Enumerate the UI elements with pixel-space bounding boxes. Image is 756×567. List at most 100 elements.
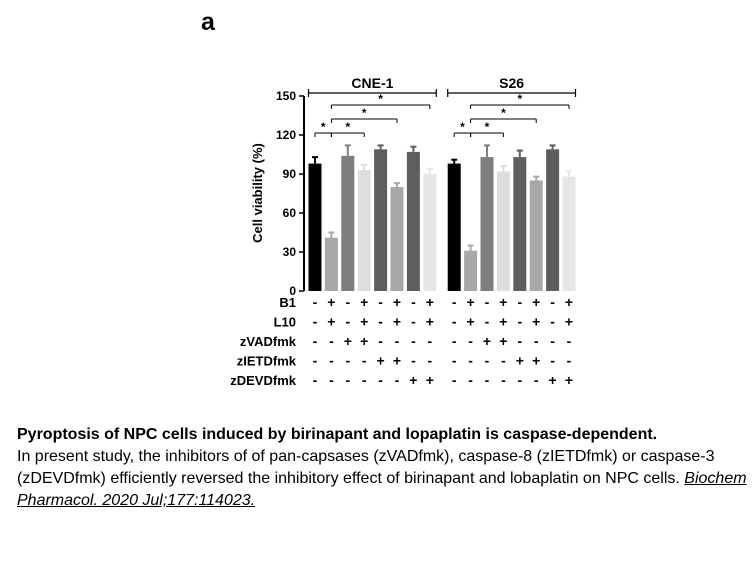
treatment-sign: - bbox=[345, 294, 350, 310]
treatment-sign: - bbox=[362, 372, 367, 388]
treatment-sign: - bbox=[468, 333, 473, 349]
treatment-sign: - bbox=[378, 314, 383, 330]
bar bbox=[390, 187, 404, 291]
treatment-sign: + bbox=[467, 314, 475, 330]
significance-star: * bbox=[501, 106, 506, 120]
significance-star: * bbox=[460, 120, 465, 134]
bar bbox=[374, 149, 388, 291]
treatment-sign: - bbox=[378, 372, 383, 388]
treatment-sign: + bbox=[467, 294, 475, 310]
y-tick-label: 120 bbox=[276, 128, 296, 142]
treatment-sign: + bbox=[360, 333, 368, 349]
bar bbox=[562, 176, 576, 291]
treatment-row-label: zVADfmk bbox=[240, 334, 297, 349]
treatment-sign: - bbox=[534, 333, 539, 349]
treatment-sign: - bbox=[329, 372, 334, 388]
treatment-sign: - bbox=[485, 372, 490, 388]
treatment-sign: - bbox=[378, 294, 383, 310]
treatment-sign: - bbox=[517, 314, 522, 330]
significance-star: * bbox=[517, 92, 522, 106]
treatment-sign: + bbox=[426, 314, 434, 330]
treatment-sign: + bbox=[565, 314, 573, 330]
treatment-sign: - bbox=[550, 333, 555, 349]
bar bbox=[496, 171, 510, 291]
treatment-sign: + bbox=[426, 294, 434, 310]
treatment-sign: - bbox=[395, 372, 400, 388]
treatment-sign: + bbox=[516, 353, 524, 369]
treatment-row-label: zDEVDfmk bbox=[230, 373, 297, 388]
bar bbox=[546, 149, 560, 291]
treatment-sign: + bbox=[393, 314, 401, 330]
treatment-sign: - bbox=[378, 333, 383, 349]
bar bbox=[529, 180, 543, 291]
bar bbox=[341, 155, 355, 291]
treatment-sign: + bbox=[409, 372, 417, 388]
treatment-sign: + bbox=[532, 314, 540, 330]
treatment-sign: - bbox=[501, 372, 506, 388]
treatment-sign: + bbox=[499, 314, 507, 330]
treatment-sign: + bbox=[483, 333, 491, 349]
caption-title: Pyroptosis of NPC cells induced by birin… bbox=[17, 426, 658, 443]
y-tick-label: 0 bbox=[289, 284, 296, 298]
treatment-sign: - bbox=[313, 333, 318, 349]
treatment-sign: - bbox=[567, 333, 572, 349]
treatment-row-label: L10 bbox=[274, 315, 296, 330]
y-tick-label: 60 bbox=[283, 206, 297, 220]
treatment-sign: - bbox=[485, 353, 490, 369]
figure-caption: Pyroptosis of NPC cells induced by birin… bbox=[17, 424, 752, 512]
treatment-sign: + bbox=[426, 372, 434, 388]
treatment-sign: - bbox=[345, 353, 350, 369]
treatment-sign: - bbox=[411, 314, 416, 330]
treatment-sign: - bbox=[427, 353, 432, 369]
treatment-sign: + bbox=[377, 353, 385, 369]
significance-star: * bbox=[345, 120, 350, 134]
y-axis-label: Cell viability (%) bbox=[250, 143, 265, 243]
treatment-sign: - bbox=[329, 353, 334, 369]
treatment-sign: - bbox=[427, 333, 432, 349]
treatment-sign: - bbox=[411, 353, 416, 369]
bar bbox=[423, 174, 437, 291]
treatment-sign: - bbox=[468, 353, 473, 369]
significance-star: * bbox=[378, 92, 383, 106]
treatment-sign: - bbox=[395, 333, 400, 349]
caption-body: In present study, the inhibitors of of p… bbox=[17, 448, 715, 487]
treatment-sign: + bbox=[532, 294, 540, 310]
treatment-sign: - bbox=[329, 333, 334, 349]
group-label: CNE-1 bbox=[351, 75, 393, 91]
treatment-sign: - bbox=[411, 294, 416, 310]
treatment-sign: - bbox=[550, 353, 555, 369]
treatment-sign: - bbox=[534, 372, 539, 388]
treatment-sign: - bbox=[550, 294, 555, 310]
treatment-sign: - bbox=[452, 353, 457, 369]
caption-citation-link[interactable]: Biochem Pharmacol. 2020 Jul;177:114023. bbox=[17, 470, 747, 509]
treatment-sign: - bbox=[452, 372, 457, 388]
treatment-sign: - bbox=[550, 314, 555, 330]
bar bbox=[447, 163, 461, 291]
treatment-sign: - bbox=[313, 372, 318, 388]
significance-star: * bbox=[321, 120, 326, 134]
group-label: S26 bbox=[499, 75, 524, 91]
bar bbox=[406, 151, 420, 291]
treatment-sign: + bbox=[565, 294, 573, 310]
treatment-sign: - bbox=[567, 353, 572, 369]
treatment-sign: + bbox=[565, 372, 573, 388]
treatment-sign: - bbox=[362, 353, 367, 369]
treatment-sign: - bbox=[485, 314, 490, 330]
y-tick-label: 90 bbox=[283, 167, 297, 181]
treatment-sign: - bbox=[345, 314, 350, 330]
treatment-sign: + bbox=[549, 372, 557, 388]
panel-label: a bbox=[201, 8, 215, 36]
treatment-sign: - bbox=[313, 314, 318, 330]
treatment-row-label: zIETDfmk bbox=[237, 354, 297, 369]
treatment-sign: + bbox=[327, 314, 335, 330]
bar bbox=[357, 170, 371, 291]
treatment-sign: - bbox=[452, 314, 457, 330]
y-tick-label: 150 bbox=[276, 89, 296, 103]
y-tick-label: 30 bbox=[283, 245, 297, 259]
treatment-sign: - bbox=[468, 372, 473, 388]
treatment-row-label: B1 bbox=[279, 295, 296, 310]
significance-star: * bbox=[485, 120, 490, 134]
bar bbox=[308, 163, 322, 291]
treatment-sign: + bbox=[327, 294, 335, 310]
treatment-sign: - bbox=[517, 333, 522, 349]
